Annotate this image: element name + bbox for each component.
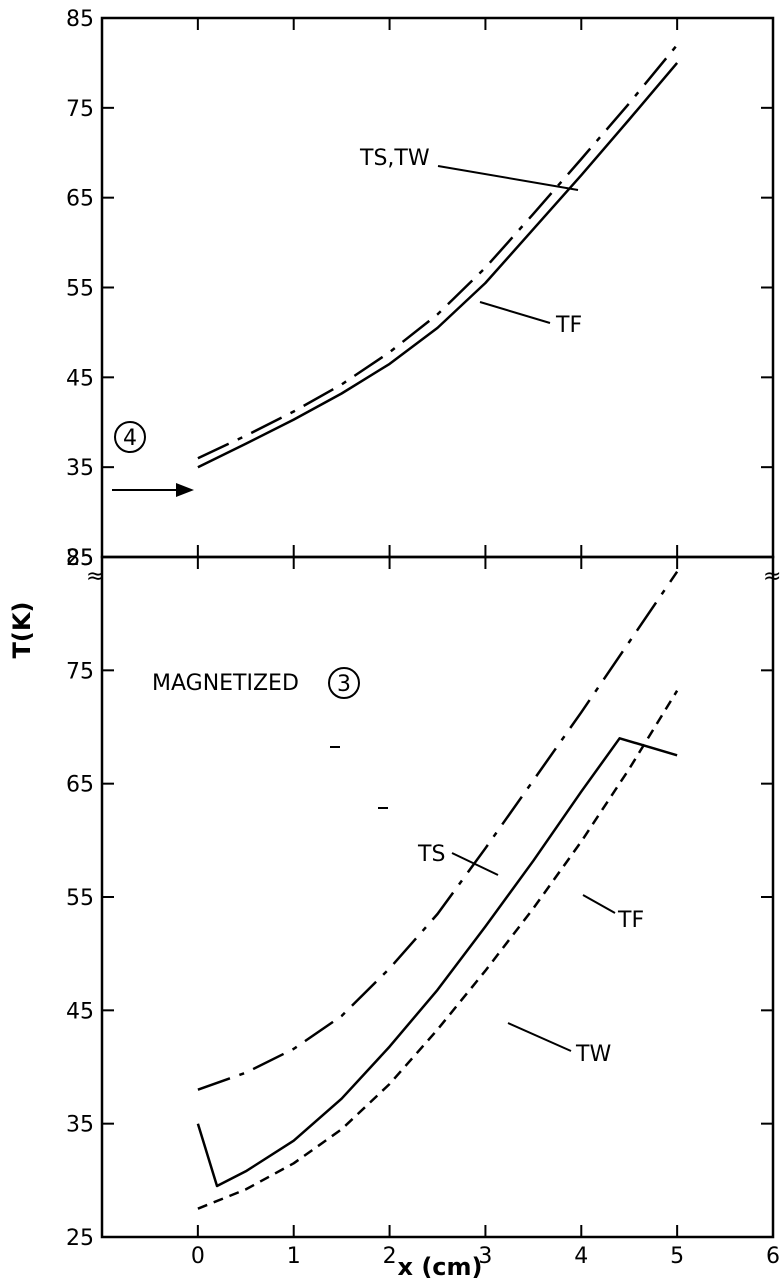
y-tick-label-p0-1: 35	[66, 456, 94, 481]
y-tick-label-p1-6: 85	[66, 546, 94, 571]
label-ts-tw-top: TS,TW	[359, 146, 430, 171]
y-tick-label-p1-1: 35	[66, 1113, 94, 1138]
top-panel-frame	[100, 16, 775, 559]
x-tick-label-6: 6	[766, 1244, 780, 1269]
marker-3-label: 3	[337, 672, 351, 697]
y-tick-label-p0-4: 65	[66, 187, 94, 212]
leader-tw-bottom	[507, 1022, 572, 1052]
y-tick-label-p1-4: 65	[66, 773, 94, 798]
axis-break-left: ≈	[86, 564, 104, 589]
series-line-p1-tf	[196, 737, 678, 1188]
x-tick-label-0: 0	[191, 1244, 205, 1269]
leader-tf-top	[479, 301, 551, 324]
y-tick-label-p1-2: 45	[66, 999, 94, 1024]
leader-tf-bottom	[582, 894, 616, 914]
y-tick-label-p0-5: 75	[66, 97, 94, 122]
y-tick-label-p0-0: 25	[66, 546, 94, 571]
x-axis-title: x (cm)	[397, 1253, 482, 1281]
marker-4-label: 4	[123, 426, 137, 451]
leader-ts-tw-top	[437, 165, 579, 191]
series-line-p0-tstw	[197, 44, 679, 460]
x-tick-label-1: 1	[287, 1244, 301, 1269]
x-tick-label-5: 5	[670, 1244, 684, 1269]
marker-3-circle	[328, 667, 360, 699]
series-line-p1-ts	[197, 570, 679, 1091]
y-tick-label-p0-6: 85	[66, 7, 94, 32]
label-magnetized: MAGNETIZED	[152, 671, 299, 696]
y-axis-title: T(K)	[8, 602, 36, 659]
arrow-4-head	[176, 483, 194, 497]
x-tick-label-3: 3	[478, 1244, 492, 1269]
x-tick-label-4: 4	[574, 1244, 588, 1269]
marker-4-circle	[114, 421, 146, 453]
x-tick-label-2: 2	[383, 1244, 397, 1269]
label-ts-bottom: TS	[417, 842, 445, 867]
y-tick-label-p1-3: 55	[66, 886, 94, 911]
y-tick-label-p0-3: 55	[66, 277, 94, 302]
label-tf-bottom: TF	[617, 908, 644, 933]
y-tick-label-p1-0: 25	[66, 1226, 94, 1251]
axis-break-right: ≈	[763, 564, 781, 589]
series-line-p0-tf	[197, 62, 679, 469]
y-tick-label-p1-5: 75	[66, 659, 94, 684]
label-tf-top: TF	[555, 313, 582, 338]
y-tick-label-p0-2: 45	[66, 366, 94, 391]
label-tw-bottom: TW	[575, 1042, 611, 1067]
series-line-p1-tw	[197, 690, 679, 1210]
